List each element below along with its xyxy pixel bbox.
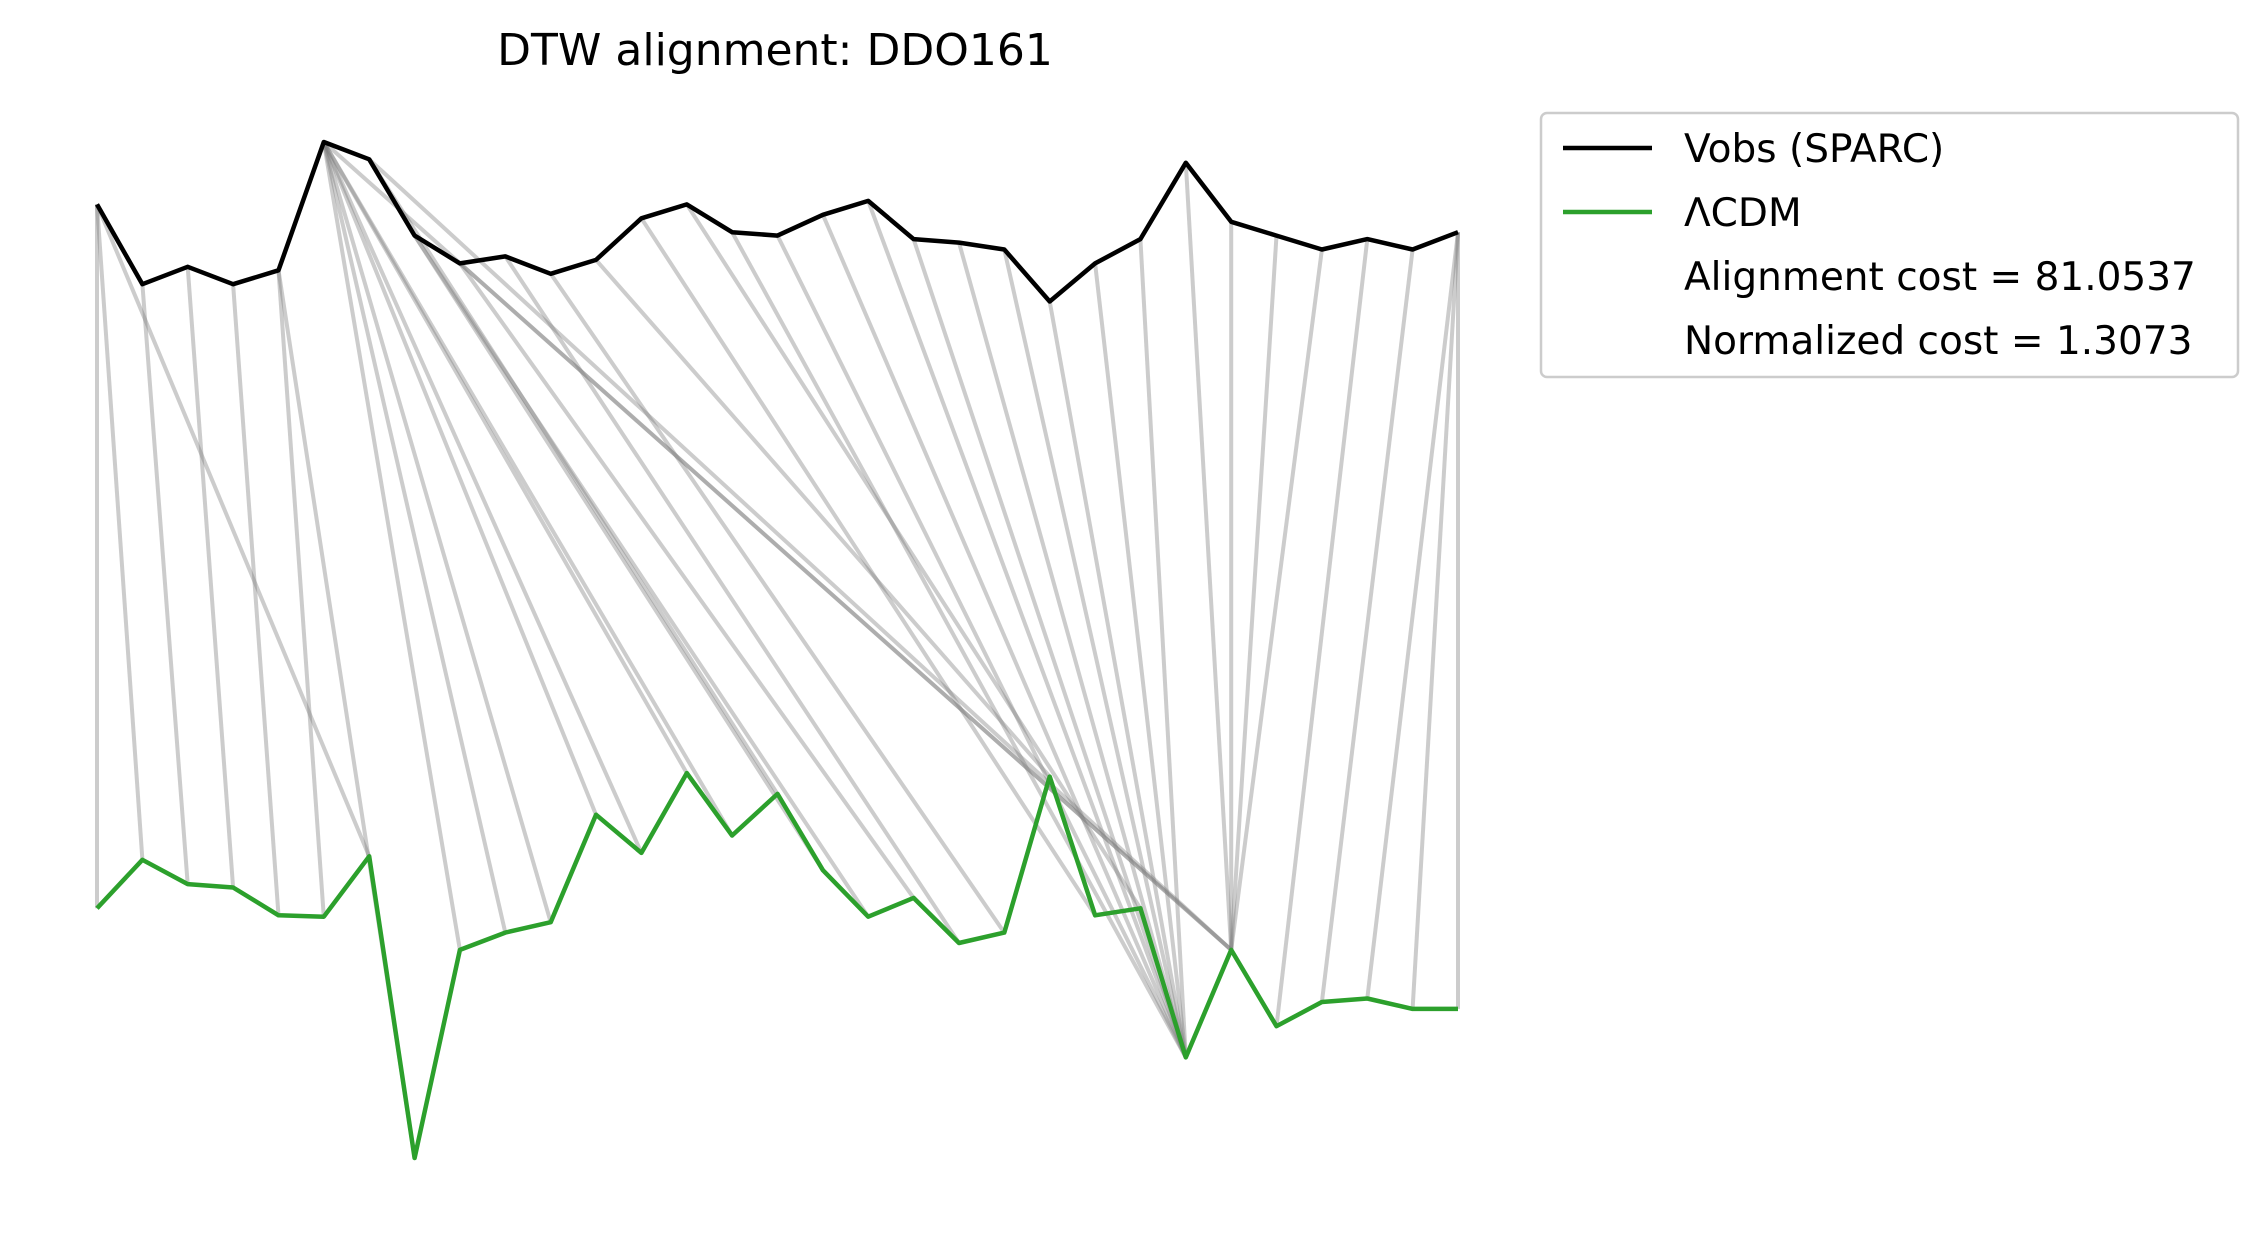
alignment-line [549,272,1006,934]
alignment-line [1047,301,1188,1058]
alignment-line [322,140,734,837]
alignment-lines [95,140,1460,1159]
alignment-line [322,141,689,775]
alignment-line [95,204,145,860]
alignment-line [1229,235,1279,951]
legend-label: ΛCDM [1684,191,1802,236]
alignment-line [1002,249,1188,1058]
alignment-line [276,270,326,917]
alignment-line [321,141,553,923]
alignment-line [321,141,598,816]
alignment-line [957,242,1188,1058]
alignment-line [412,234,870,918]
series-line-lcdm [95,770,1458,1161]
alignment-line [321,141,462,951]
alignment-line [458,262,916,900]
alignment-line [458,261,1233,952]
alignment-line [1319,249,1415,1003]
alignment-line [185,266,236,888]
alignment-line [1093,263,1188,1058]
alignment-line [140,284,190,885]
legend-frame [1539,111,2240,379]
series-lines [95,139,1459,1161]
alignment-line [412,234,825,872]
alignment-line [95,203,372,858]
alignment-line [594,258,1052,778]
legend-label: Vobs (SPARC) [1684,127,1944,172]
chart-title: DTW alignment: DDO161 [497,25,1053,76]
alignment-line [367,157,1233,952]
alignment-line [685,203,1143,910]
normalized-cost-label: Normalized cost = 1.3073 [1684,319,2192,364]
alignment-line [821,214,1188,1059]
alignment-line [775,234,1188,1059]
alignment-line [503,255,961,945]
alignment-line [730,231,1188,1059]
alignment-line [367,158,780,795]
alignment-line [639,217,1097,917]
legend-entries: Vobs (SPARC) ΛCDM Alignment cost = 81.0537… [1563,127,2196,364]
alignment-line [322,140,1233,952]
alignment-line [1183,162,1234,951]
alignment-cost-label: Alignment cost = 81.0537 [1684,255,2196,300]
alignment-line [1138,238,1188,1058]
alignment-line [1410,232,1460,1010]
alignment-line [866,200,1188,1059]
alignment-line [1365,231,1460,999]
legend: Vobs (SPARC) ΛCDM Alignment cost = 81.0537… [1539,111,2240,379]
alignment-line [1229,249,1324,951]
alignment-line [1274,238,1370,1027]
alignment-line [911,238,1188,1059]
alignment-line [231,284,281,916]
alignment-line [321,141,508,934]
series-line-vobs [95,139,1459,304]
alignment-line [321,141,644,854]
